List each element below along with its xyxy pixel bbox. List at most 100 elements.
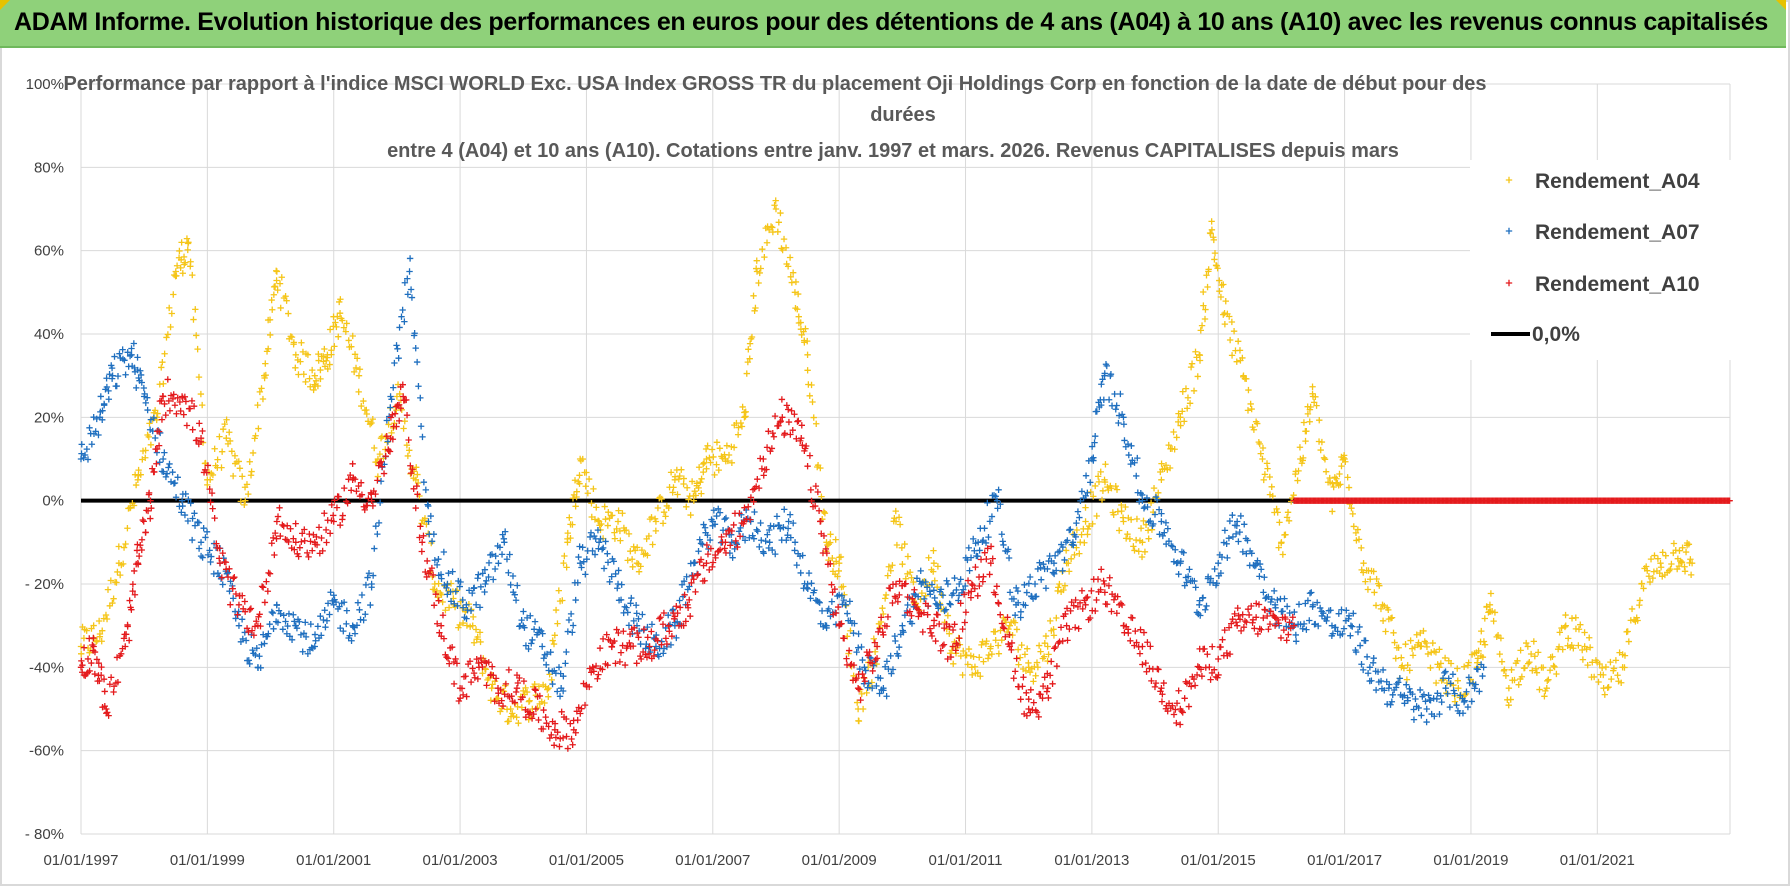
data-point-rendement_a04 xyxy=(840,583,847,590)
data-point-rendement_a10 xyxy=(831,585,838,593)
data-point-rendement_a10 xyxy=(456,684,464,692)
data-point-rendement_a10 xyxy=(1215,655,1222,663)
data-point-rendement_a10 xyxy=(1201,645,1208,653)
data-point-rendement_a10 xyxy=(1049,680,1056,688)
data-point-rendement_a04 xyxy=(363,410,370,418)
data-point-rendement_a04 xyxy=(453,587,461,594)
data-point-rendement_a10 xyxy=(1207,676,1214,683)
data-point-rendement_a07 xyxy=(1295,601,1303,608)
data-point-rendement_a07 xyxy=(384,438,392,445)
data-point-rendement_a10 xyxy=(804,462,811,470)
data-point-rendement_a10 xyxy=(573,708,581,715)
data-point-rendement_a10 xyxy=(261,599,269,606)
data-point-rendement_a04 xyxy=(992,637,999,644)
data-point-rendement_a10 xyxy=(746,516,754,523)
data-point-rendement_a04 xyxy=(1158,460,1165,467)
data-point-rendement_a10 xyxy=(256,611,263,618)
data-point-rendement_a04 xyxy=(1226,336,1234,344)
data-point-rendement_a07 xyxy=(420,478,428,486)
data-point-rendement_a04 xyxy=(164,331,172,338)
data-point-rendement_a04 xyxy=(1175,410,1182,417)
data-point-rendement_a07 xyxy=(639,611,646,618)
data-point-rendement_a10 xyxy=(665,622,672,629)
data-point-rendement_a04 xyxy=(1668,560,1675,568)
data-point-rendement_a07 xyxy=(1059,543,1067,551)
data-point-rendement_a04 xyxy=(806,392,813,400)
data-point-rendement_a04 xyxy=(1556,629,1563,636)
data-point-rendement_a10 xyxy=(1181,695,1188,702)
data-point-rendement_a10 xyxy=(512,688,520,696)
data-point-rendement_a04 xyxy=(142,447,149,454)
data-point-rendement_a04 xyxy=(688,478,696,485)
data-point-rendement_a07 xyxy=(1127,460,1134,468)
data-point-rendement_a10 xyxy=(754,475,761,483)
data-point-rendement_a04 xyxy=(249,449,257,457)
data-point-rendement_a07 xyxy=(576,543,583,550)
data-point-rendement_a04 xyxy=(246,458,253,465)
data-point-rendement_a04 xyxy=(472,626,480,633)
data-point-rendement_a10 xyxy=(1132,627,1139,635)
data-point-rendement_a04 xyxy=(734,431,742,438)
data-point-rendement_a10 xyxy=(395,401,403,409)
data-point-rendement_a04 xyxy=(617,537,624,544)
data-point-rendement_a04 xyxy=(1130,543,1137,550)
data-point-rendement_a04 xyxy=(1376,582,1383,589)
data-point-rendement_a04 xyxy=(1158,476,1165,484)
data-point-rendement_a07 xyxy=(1076,514,1083,521)
data-point-rendement_a07 xyxy=(346,632,353,639)
data-point-rendement_a07 xyxy=(1156,531,1163,538)
data-point-rendement_a07 xyxy=(1261,574,1268,581)
data-point-rendement_a07 xyxy=(144,406,151,414)
data-point-rendement_a04 xyxy=(1654,555,1662,562)
data-point-rendement_a10 xyxy=(322,526,330,534)
data-point-rendement_a10 xyxy=(90,634,97,642)
data-point-rendement_a04 xyxy=(671,476,679,484)
data-point-rendement_a07 xyxy=(1000,541,1007,549)
data-point-rendement_a10 xyxy=(412,504,419,512)
data-point-rendement_a07 xyxy=(1406,685,1413,693)
data-point-rendement_a07 xyxy=(678,581,686,588)
data-point-rendement_a07 xyxy=(899,622,906,629)
data-point-rendement_a07 xyxy=(463,601,470,609)
data-point-rendement_a10 xyxy=(407,469,415,477)
data-point-rendement_a07 xyxy=(150,414,158,422)
data-point-rendement_a07 xyxy=(1444,690,1451,697)
data-point-rendement_a04 xyxy=(808,381,815,389)
data-point-rendement_a07 xyxy=(376,499,384,506)
data-point-rendement_a04 xyxy=(934,563,942,570)
data-point-rendement_a04 xyxy=(645,532,653,540)
data-point-rendement_a10 xyxy=(1023,712,1031,719)
data-point-rendement_a04 xyxy=(522,684,529,692)
data-point-rendement_a04 xyxy=(1266,473,1273,481)
data-point-rendement_a07 xyxy=(1232,530,1240,538)
data-point-rendement_a04 xyxy=(703,455,710,463)
data-point-rendement_a07 xyxy=(1192,584,1199,591)
data-point-rendement_a10 xyxy=(1206,663,1213,671)
data-point-rendement_a04 xyxy=(1076,550,1083,557)
data-point-rendement_a10 xyxy=(1282,615,1289,623)
data-point-rendement_a07 xyxy=(1084,489,1091,496)
data-point-rendement_a04 xyxy=(1181,418,1188,425)
data-point-rendement_a04 xyxy=(1204,283,1211,291)
data-point-rendement_a07 xyxy=(1225,535,1233,542)
data-point-rendement_a07 xyxy=(411,330,418,337)
data-point-rendement_a07 xyxy=(986,518,994,525)
data-point-rendement_a07 xyxy=(543,650,551,658)
data-point-rendement_a07 xyxy=(324,600,332,607)
data-point-rendement_a04 xyxy=(1330,483,1337,491)
data-point-rendement_a07 xyxy=(419,433,426,441)
data-point-rendement_a04 xyxy=(273,277,280,284)
data-point-rendement_a04 xyxy=(997,627,1004,634)
data-point-rendement_a07 xyxy=(108,364,116,372)
data-point-rendement_a07 xyxy=(1370,655,1377,662)
data-point-rendement_a04 xyxy=(190,316,197,323)
data-point-rendement_a07 xyxy=(368,580,375,588)
data-point-rendement_a07 xyxy=(269,609,277,617)
data-point-rendement_a07 xyxy=(365,570,373,577)
data-point-rendement_a04 xyxy=(456,621,463,629)
data-point-rendement_a10 xyxy=(315,524,323,531)
data-point-rendement_a10 xyxy=(919,628,926,636)
data-point-rendement_a04 xyxy=(892,507,899,515)
data-point-rendement_a04 xyxy=(1115,527,1123,534)
data-point-rendement_a10 xyxy=(730,521,737,529)
